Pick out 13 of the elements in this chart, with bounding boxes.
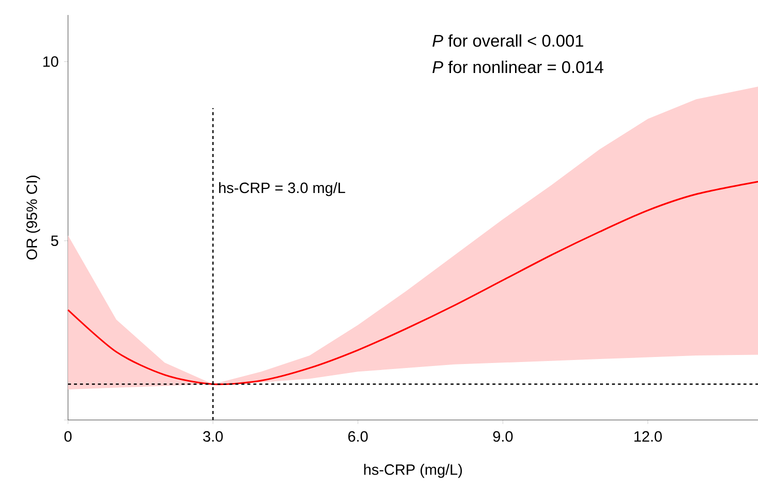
line-series [67,180,758,386]
x-tick-label: 0 [64,431,72,442]
annotation: P for nonlinear = 0.014 [432,60,604,74]
annotation: P for overall < 0.001 [432,34,584,47]
y-tick-label: 10 [43,56,58,67]
y-tick-label: 5 [51,236,58,246]
y-axis-title: OR (95% CI) [26,176,40,260]
x-tick-label: 9.0 [493,431,513,442]
x-tick-label: 3.0 [203,431,223,442]
ref-line-label: hs-CRP = 3.0 mg/L [219,182,346,196]
x-tick-label: 6.0 [348,431,368,442]
x-axis-title: hs-CRP (mg/L) [364,464,462,478]
x-tick-label: 12.0 [634,431,662,442]
